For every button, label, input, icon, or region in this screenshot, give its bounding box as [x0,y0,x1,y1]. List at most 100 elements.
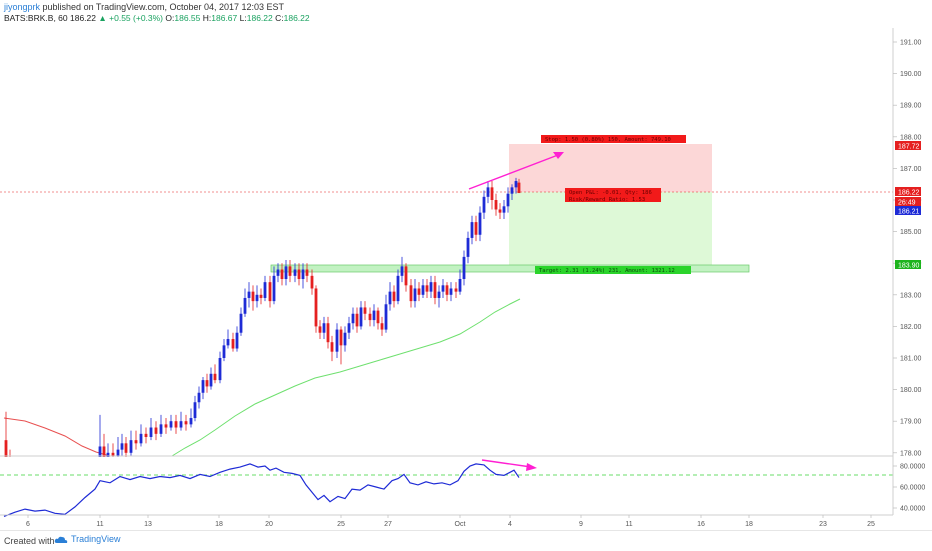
candle[interactable] [263,275,267,302]
candle[interactable] [247,282,251,308]
candle[interactable] [490,181,494,210]
author-name[interactable]: jiyongprk [4,2,41,12]
candle[interactable] [372,304,376,327]
candle[interactable] [482,190,486,219]
candle[interactable] [276,263,280,283]
tradingview-logo[interactable]: TradingView [54,534,121,544]
candle[interactable] [433,275,437,305]
target-zone[interactable] [509,192,712,265]
candle[interactable] [222,339,226,362]
candle[interactable] [330,335,334,362]
candle[interactable] [134,430,138,450]
candle[interactable] [231,332,235,352]
candle[interactable] [351,307,355,330]
candle[interactable] [400,256,404,283]
candle[interactable] [239,307,243,336]
candle[interactable] [510,184,514,200]
candle[interactable] [486,181,490,204]
candle[interactable] [425,279,429,298]
candle[interactable] [498,203,502,219]
candle[interactable] [129,430,133,456]
candle[interactable] [318,320,322,340]
candle[interactable] [149,418,153,441]
candle[interactable] [235,326,239,352]
rsi-pane[interactable] [0,457,893,515]
candle[interactable] [280,263,284,286]
candle[interactable] [189,408,193,428]
stop-label-box[interactable]: Stop: 1.50 (0.80%) 150, Amount: 749.10 [541,135,686,143]
stop-zone[interactable] [509,144,712,192]
candle[interactable] [293,263,297,283]
candle[interactable] [462,250,466,286]
candle[interactable] [514,177,518,194]
candle[interactable] [396,269,400,305]
candle[interactable] [243,288,247,317]
candle[interactable] [144,427,148,444]
candle[interactable] [470,215,474,245]
candle[interactable] [392,285,396,308]
price-pane[interactable] [0,28,893,456]
trend-arrow-price[interactable] [468,152,564,190]
candle[interactable] [218,351,222,384]
candle[interactable] [404,263,408,292]
candle[interactable] [458,269,462,295]
candle[interactable] [343,326,347,352]
candle[interactable] [169,414,173,431]
target-label-box[interactable]: Target: 2.31 (1.24%) 231, Amount: 1321.1… [535,266,691,274]
candle[interactable] [124,437,128,460]
candle[interactable] [454,282,458,298]
candle[interactable] [384,294,388,333]
candle[interactable] [213,364,217,384]
candle[interactable] [506,187,510,213]
candle[interactable] [164,418,168,434]
candle[interactable] [429,275,433,298]
candle[interactable] [359,301,363,330]
candle[interactable] [297,263,301,286]
candle[interactable] [413,279,417,308]
candle[interactable] [474,215,478,242]
candle[interactable] [326,316,330,349]
candle[interactable] [421,279,425,298]
candle[interactable] [388,282,392,311]
candle[interactable] [205,373,209,393]
candle[interactable] [193,395,197,422]
candle[interactable] [272,266,276,305]
time-axis[interactable]: 6 11 13 18 20 25 27 Oct 4 9 11 16 18 23 25 [26,515,875,528]
candle[interactable] [139,424,143,447]
candle[interactable] [209,367,213,390]
candle[interactable] [517,178,521,194]
candle[interactable] [197,386,201,409]
candle[interactable] [502,200,506,219]
candle[interactable] [179,411,183,431]
candle[interactable] [251,285,255,311]
candle[interactable] [154,421,158,441]
candle[interactable] [494,193,498,216]
trend-arrow-rsi[interactable] [481,459,537,471]
candle[interactable] [288,260,292,283]
candle[interactable] [184,414,188,431]
rsi-axis[interactable]: 80.0000 60.0000 40.0000 [893,464,925,513]
candle[interactable] [437,285,441,308]
candle[interactable] [363,301,367,321]
support-zone[interactable] [270,264,750,273]
candle[interactable] [376,307,380,330]
candle[interactable] [201,376,205,400]
candle[interactable] [301,263,305,289]
candle[interactable] [255,285,259,308]
candle[interactable] [159,414,163,437]
candle[interactable] [305,263,309,283]
candle[interactable] [284,260,288,286]
candle[interactable] [441,279,445,298]
candle[interactable] [445,282,449,302]
candle[interactable] [409,279,413,308]
symbol-label[interactable]: BATS:BRK.B, 60 [4,13,68,23]
candle[interactable] [368,307,372,327]
candle[interactable] [335,323,339,358]
candle[interactable] [478,206,482,242]
candle[interactable] [268,275,272,308]
price-axis[interactable]: 191.00190.00189.00188.00187.00186.00185.… [893,40,922,458]
candle[interactable] [314,285,318,333]
candle[interactable] [347,316,351,340]
candle[interactable] [310,269,314,295]
